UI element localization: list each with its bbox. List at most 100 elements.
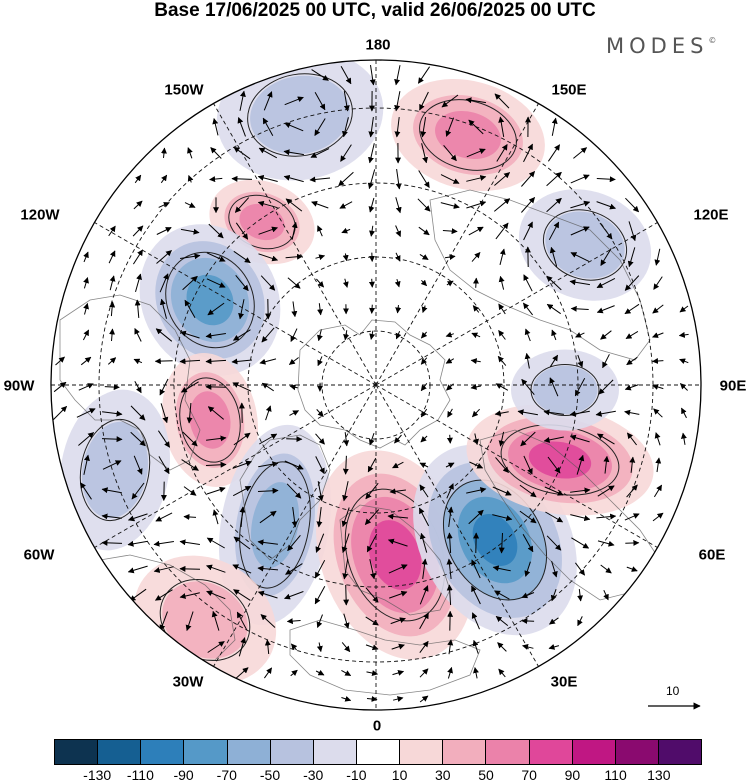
lon-label-0: 0 [372,717,382,735]
wind-vector [445,462,455,469]
wind-vector [101,539,123,546]
wind-vector [465,97,486,104]
wind-vector [570,226,590,236]
wind-vector [421,558,428,579]
wind-vector [127,540,148,547]
wind-vector [262,117,274,137]
wind-vector [155,512,173,522]
wind-vector [369,330,376,340]
wind-vector [652,358,664,364]
wind-vector [232,485,252,497]
wind-vector [157,430,171,448]
wind-vector [577,354,584,368]
wind-vector [180,228,200,235]
wind-vector [80,482,92,500]
wind-vector [420,279,428,287]
wind-vector [258,253,279,262]
wind-vector [549,617,559,625]
wind-vector [339,201,353,209]
map-boundary [50,59,702,711]
anomaly-neg-70w [59,389,171,551]
wind-vector [492,514,513,522]
wind-vector [596,433,615,445]
wind-vector [231,175,253,182]
wind-vector [517,409,538,416]
colorbar-swatch [184,740,228,764]
wind-vector [446,483,454,499]
wind-vector [368,432,375,446]
wind-vector [523,274,533,292]
wind-vector [524,352,531,369]
wind-vector [570,252,590,262]
wind-vector [498,532,505,554]
wind-vector [574,377,586,397]
wind-vector [522,534,534,553]
wind-vector [551,560,558,578]
wind-vector [629,456,636,473]
lon-label-60w: 60W [23,546,55,564]
wind-vector [446,558,453,579]
wind-vector [284,460,304,470]
wind-vector [447,408,453,418]
wind-vector [652,512,664,522]
wind-vector [259,433,278,445]
colorbar-swatch [486,740,530,764]
wind-vector [341,507,350,528]
wind-vector [257,539,278,546]
wind-vector [596,277,616,289]
wind-vector [179,358,201,365]
wind-vector [257,487,279,494]
colorbar-swatch [141,740,185,764]
wind-vector [395,331,402,340]
wind-vector [596,305,615,314]
wind-vector [179,330,200,339]
wind-vector [569,279,590,286]
wind-vector [285,253,303,260]
wind-vector [206,252,226,262]
wind-vector [520,431,536,447]
lon-label-30w: 30W [172,673,204,691]
wind-vector [83,454,90,475]
anomaly-contour [250,75,350,155]
wind-vector [440,174,460,184]
wind-vector [447,666,453,679]
wind-vector [212,509,219,525]
anomaly-isoline [542,209,628,281]
wind-vector [596,513,617,520]
wind-vector [316,278,325,288]
wind-vector [419,668,429,678]
wind-vector [577,589,584,602]
wind-vector [472,639,479,654]
wind-vector [524,561,531,577]
wind-vector [102,410,123,417]
copyright-mark: © [708,36,717,45]
wind-vector [179,539,200,546]
wind-vector [261,382,274,392]
wind-vector [471,612,480,630]
wind-vector [206,537,225,549]
wind-vector [494,172,511,186]
wind-vector [547,144,561,162]
wind-vector [235,667,249,679]
wind-vector [132,249,144,265]
lon-label-150w: 150W [164,81,204,99]
wind-vector [209,176,223,183]
wind-vector [291,221,298,240]
wind-vector [185,611,194,632]
wind-vector [494,93,510,109]
wind-vector [394,252,401,262]
wind-vector [134,299,141,318]
wind-vector [205,358,227,365]
modes-logo: MODES© [606,34,716,58]
wind-vector [576,454,585,475]
wind-vector [551,117,558,136]
wind-vector [624,275,640,291]
colorbar-tick-label: 130 [647,767,671,783]
wind-vector [283,174,304,183]
wind-vector [570,200,591,209]
wind-vector [443,144,457,162]
wind-vector [133,455,143,475]
wind-vector [447,506,454,527]
wind-vector [417,66,431,84]
wind-vector [417,198,431,212]
